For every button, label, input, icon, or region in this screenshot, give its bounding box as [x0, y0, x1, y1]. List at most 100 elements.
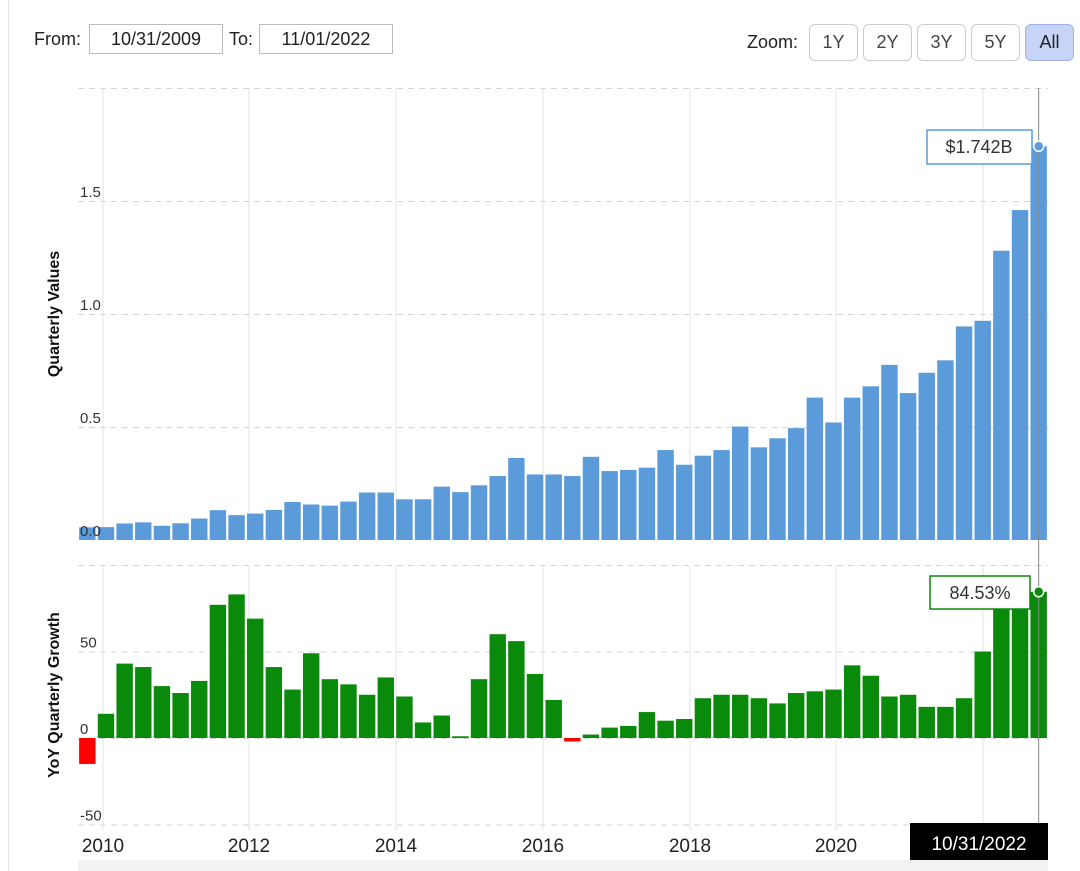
y-tick-label-top: 1.0 — [80, 297, 101, 314]
date-label-box — [910, 823, 1048, 863]
yoy-growth-bar — [433, 715, 450, 738]
top-tooltip-box — [926, 129, 1033, 165]
y-tick-label-bottom: -50 — [80, 808, 102, 825]
quarterly-value-bar — [358, 492, 376, 540]
quarterly-value-bar — [620, 469, 637, 540]
quarterly-value-bar — [284, 502, 301, 540]
date-range: From: 10/31/2009 To: 11/01/2022 — [34, 24, 394, 54]
quarterly-value-bar — [191, 518, 208, 540]
yoy-growth-bar — [302, 653, 320, 738]
quarterly-value-bar — [806, 397, 824, 540]
quarterly-value-bar — [377, 492, 394, 540]
quarterly-value-bar — [452, 492, 469, 540]
quarterly-value-bar — [750, 447, 768, 540]
quarterly-value-bar — [843, 397, 861, 540]
zoom-1y-button[interactable]: 1Y — [809, 24, 858, 61]
yoy-growth-bar — [228, 594, 245, 738]
quarterly-value-bar — [545, 474, 562, 540]
quarterly-value-bar — [564, 476, 581, 540]
x-tick-label: 2016 — [522, 836, 564, 857]
yoy-growth-bar — [806, 691, 824, 738]
yoy-growth-bar — [265, 667, 283, 738]
quarterly-value-bar — [526, 474, 544, 540]
y-tick-label-top: 0.0 — [80, 523, 101, 540]
yoy-growth-bar — [1011, 592, 1029, 738]
quarterly-value-bar — [489, 476, 506, 540]
quarterly-value-bar — [974, 320, 991, 540]
quarterly-value-bar — [657, 450, 674, 540]
yoy-growth-bar — [937, 706, 954, 738]
zoom-controls: Zoom: 1Y 2Y 3Y 5Y All — [747, 24, 1074, 61]
yoy-growth-bar — [97, 713, 115, 738]
x-tick-label: 2010 — [82, 836, 124, 857]
quarterly-value-bar — [79, 527, 96, 540]
y-tick-label-bottom: 0 — [80, 721, 88, 738]
zoom-5y-button[interactable]: 5Y — [971, 24, 1020, 61]
quarterly-value-bar — [302, 504, 320, 540]
yoy-growth-bar — [414, 722, 432, 738]
y-axis-title-top: Quarterly Values — [46, 251, 63, 377]
quarterly-value-bar — [937, 360, 954, 540]
top-tooltip-text: $1.742B — [945, 137, 1012, 157]
quarterly-value-bar — [825, 422, 842, 540]
quarterly-value-bar — [881, 364, 898, 540]
yoy-growth-bar — [694, 698, 712, 738]
quarterly-value-bar — [862, 386, 879, 540]
zoom-2y-button[interactable]: 2Y — [863, 24, 912, 61]
yoy-growth-series — [79, 591, 1047, 764]
yoy-growth-bar — [116, 663, 133, 738]
y-axis-title-bottom: YoY Quarterly Growth — [46, 612, 63, 778]
quarterly-value-bar — [209, 510, 227, 540]
quarterly-value-bar — [713, 450, 730, 540]
yoy-growth-bar — [489, 634, 506, 738]
quarterly-value-bar — [993, 250, 1010, 540]
quarterly-value-bar — [97, 527, 115, 540]
quarterly-value-bar — [508, 457, 525, 540]
yoy-growth-bar — [769, 703, 786, 738]
bottom-tooltip-box — [929, 575, 1031, 610]
yoy-growth-bar — [750, 698, 768, 738]
quarterly-value-bar — [899, 393, 917, 540]
quarterly-value-bar — [265, 509, 283, 540]
x-tick-label: 2014 — [375, 836, 418, 857]
zoom-3y-button[interactable]: 3Y — [917, 24, 966, 61]
yoy-growth-bar — [881, 696, 898, 738]
yoy-growth-bar — [918, 706, 935, 738]
zoom-all-button[interactable]: All — [1025, 24, 1074, 61]
zoom-label: Zoom: — [746, 32, 798, 52]
quarterly-value-bar — [135, 522, 152, 540]
quarterly-value-bar — [470, 485, 488, 540]
yoy-growth-bar — [843, 665, 861, 738]
from-date-input[interactable]: 10/31/2009 — [89, 24, 223, 54]
quarterly-value-bar — [433, 486, 450, 540]
quarterly-value-bar — [676, 464, 693, 540]
quarterly-value-bar — [918, 372, 935, 540]
yoy-growth-bar — [620, 725, 637, 738]
quarterly-value-bar — [694, 455, 712, 540]
yoy-growth-bar — [862, 675, 879, 738]
axes-layer: 0.0 0.5 1.0 1.5 -50 0 50 Quarterly Values YoY Qu… — [46, 184, 857, 857]
yoy-growth-bar — [993, 592, 1010, 738]
quarterly-values-series — [79, 146, 1047, 541]
yoy-growth-bar — [284, 689, 301, 738]
to-date-input[interactable]: 11/01/2022 — [259, 24, 394, 54]
navigator-strip — [78, 860, 1048, 871]
bottom-tooltip-text: 84.53% — [949, 583, 1010, 603]
quarterly-value-bar — [1011, 210, 1029, 541]
yoy-growth-bar — [508, 641, 525, 738]
y-tick-label-bottom: 50 — [80, 635, 97, 652]
yoy-growth-bar — [582, 734, 600, 738]
yoy-growth-bar — [564, 738, 581, 742]
to-label: To: — [229, 28, 254, 49]
yoy-growth-bar — [79, 738, 96, 764]
yoy-growth-bar — [470, 679, 488, 738]
yoy-growth-bar — [732, 694, 749, 738]
yoy-growth-bar — [452, 736, 469, 738]
yoy-growth-bar — [247, 618, 264, 738]
x-tick-label: 2020 — [815, 836, 857, 857]
yoy-growth-bar — [321, 679, 339, 738]
x-tick-label: 2018 — [669, 836, 711, 857]
quarterly-value-bar — [787, 428, 805, 540]
overlay-layer: $1.742B 84.53% 10/31/2022 — [78, 88, 1048, 871]
